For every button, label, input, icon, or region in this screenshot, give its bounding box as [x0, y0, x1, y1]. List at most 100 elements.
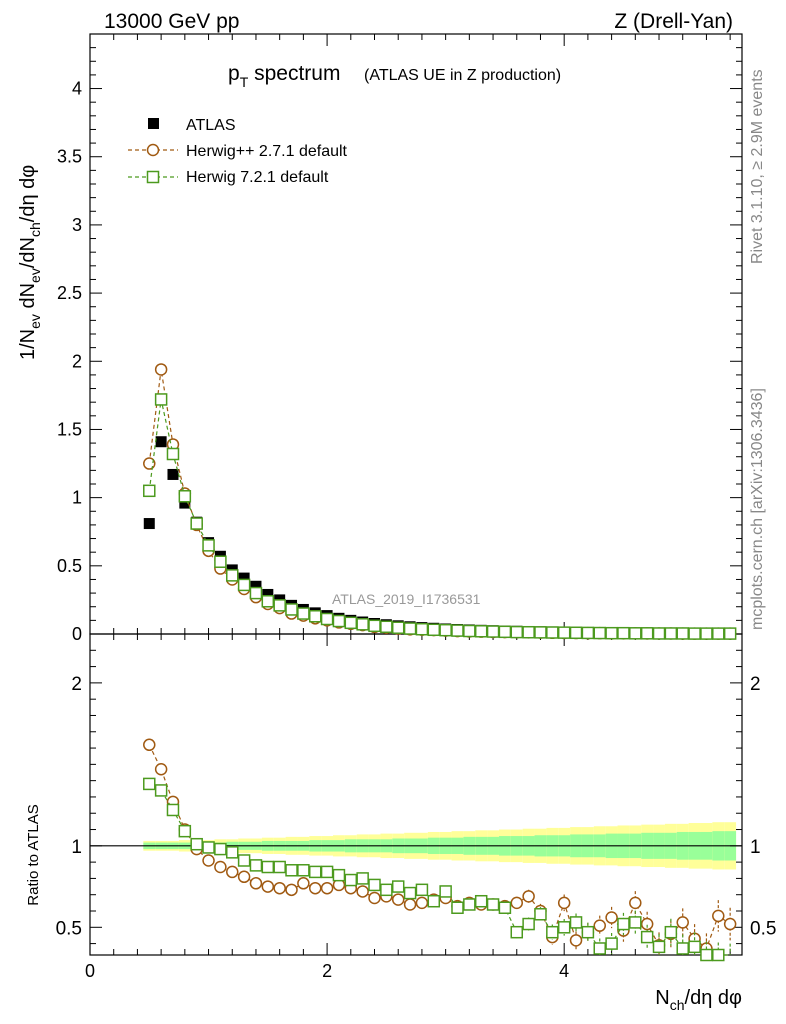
ratio-y-tick-label-right: 2	[750, 674, 761, 695]
herwig7-main-point	[510, 625, 524, 639]
herwig7-main-point	[415, 622, 429, 636]
herwig7-ratio-point	[451, 901, 464, 914]
herwig7-ratio-point	[273, 860, 286, 874]
herwigpp-ratio-point	[214, 860, 227, 874]
herwigpp-ratio-point	[368, 891, 381, 905]
herwig7-ratio-point	[652, 940, 666, 954]
herwig7-main-point	[664, 627, 678, 640]
herwig7-ratio-point	[605, 937, 618, 950]
herwig7-main-point	[285, 603, 298, 616]
herwig7-main-point	[474, 625, 488, 638]
herwig7-ratio-point	[391, 880, 405, 893]
ratio-y-tick-label-left: 1	[71, 837, 82, 858]
herwig7-ratio-point	[368, 878, 381, 892]
atlas-point	[179, 497, 191, 509]
herwig7-main-point	[676, 627, 689, 640]
herwig7-ratio-point	[522, 917, 535, 931]
atlas-point	[238, 572, 250, 584]
herwigpp-ratio-point	[415, 896, 429, 910]
herwig7-main-point	[297, 607, 310, 620]
herwig7-main-point	[534, 626, 547, 639]
herwig7-ratio-point	[237, 854, 251, 867]
ratio-y-tick-label-right: 0.5	[750, 918, 776, 939]
herwig7-ratio-point	[356, 872, 369, 885]
atlas-point	[143, 518, 155, 530]
herwig7-ratio-point	[557, 921, 571, 934]
herwig7-ratio-point	[249, 859, 263, 872]
herwig7-ratio-point	[261, 860, 275, 874]
legend-marker-atlas	[148, 118, 159, 129]
herwig7-main-point	[712, 627, 725, 640]
herwig7-main-point	[143, 484, 156, 498]
herwig7-main-point	[237, 578, 251, 592]
herwig7-ratio-point	[154, 784, 168, 797]
herwig7-ratio-point	[510, 925, 524, 939]
ratio-y-tick-label-right: 1	[750, 837, 761, 858]
herwig7-ratio-point	[297, 864, 310, 877]
herwig7-ratio-point	[320, 865, 334, 879]
herwigpp-ratio-point	[202, 854, 215, 867]
herwig7-main-point	[308, 610, 322, 623]
ratio-panel-frame	[89, 633, 743, 956]
herwig7-main-point	[463, 624, 476, 638]
herwig7-main-point	[546, 626, 559, 639]
legend-label-herwigpp: Herwig++ 2.7.1 default	[186, 143, 348, 160]
herwig7-main-point	[214, 555, 227, 568]
herwig7-ratio-point	[700, 948, 713, 962]
herwigpp-ratio-point	[403, 898, 417, 911]
herwig7-main-point	[380, 620, 393, 634]
herwig7-main-point	[261, 595, 275, 608]
herwig7-ratio-point	[463, 898, 476, 911]
herwigpp-ratio-point	[237, 870, 251, 884]
herwig7-main-point	[391, 621, 405, 634]
herwigpp-ratio-point	[261, 880, 275, 893]
herwig7-main-point	[451, 624, 464, 637]
herwig7-main-point	[652, 627, 666, 640]
herwig7-ratio-point	[178, 824, 192, 838]
herwig7-main-point	[640, 627, 654, 640]
herwigpp-ratio-point	[226, 865, 239, 879]
main-panel-series	[143, 363, 737, 640]
herwig7-ratio-point	[415, 883, 429, 897]
herwigpp-ratio-point	[605, 911, 618, 924]
herwigpp-ratio-point	[391, 893, 405, 906]
herwig7-ratio-point	[214, 842, 227, 856]
herwig7-ratio-point	[474, 894, 488, 908]
herwig7-ratio-point	[344, 873, 358, 887]
herwig7-ratio-point	[534, 908, 547, 921]
main-y-tick-label: 1	[72, 488, 82, 508]
herwig7-ratio-point	[403, 886, 417, 900]
herwig7-ratio-point	[308, 865, 322, 879]
herwigpp-ratio-point	[593, 919, 606, 932]
herwig7-main-point	[593, 626, 606, 640]
herwig7-main-point	[557, 626, 571, 639]
herwigpp-ratio-point	[154, 762, 168, 776]
herwig7-ratio-point	[629, 916, 642, 929]
atlas-point	[155, 436, 167, 448]
herwigpp-main-point	[154, 363, 168, 376]
herwig7-ratio-point	[664, 925, 678, 939]
herwigpp-ratio-point	[676, 916, 689, 929]
header-right: Z (Drell-Yan)	[614, 10, 733, 33]
herwig7-ratio-point	[593, 942, 606, 955]
main-y-tick-label: 2.5	[57, 283, 82, 303]
x-axis-label: Nch/dη dφ	[655, 987, 742, 1013]
ratio-panel-series	[143, 738, 737, 962]
main-y-tick-label: 4	[72, 79, 82, 99]
main-y-tick-label: 1.5	[57, 419, 82, 439]
herwigpp-ratio-point	[285, 883, 298, 897]
herwig7-main-point	[332, 614, 346, 628]
herwig7-ratio-point	[226, 846, 239, 859]
herwig7-main-point	[344, 616, 358, 630]
legend-marker-herwig7	[146, 170, 160, 184]
plot-title: pT spectrum	[228, 62, 340, 90]
herwigpp-ratio-point	[249, 877, 263, 890]
x-tick-label: 4	[559, 961, 569, 981]
herwig7-ratio-point	[581, 925, 595, 939]
atlas-point	[262, 588, 274, 600]
main-panel-axes: 0 0.5 1 1.5 2 2.5 3 3.5 4	[57, 33, 743, 646]
main-y-tick-label: 2	[72, 351, 82, 371]
herwig7-ratio-point	[190, 837, 203, 851]
herwigpp-ratio-point	[273, 881, 286, 895]
